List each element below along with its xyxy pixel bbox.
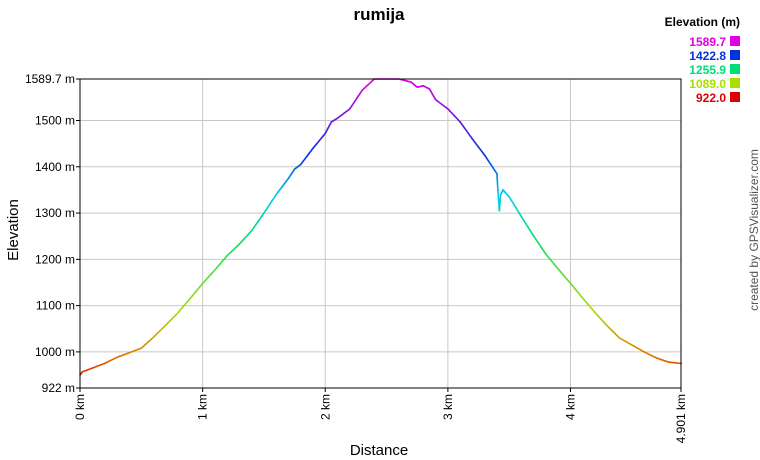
plot-frame <box>79 78 682 389</box>
legend-swatch <box>730 50 740 60</box>
y-tick-label: 1000 m <box>35 345 75 359</box>
legend: Elevation (m) 1589.71422.81255.91089.092… <box>665 15 740 105</box>
x-tick-label: 3 km <box>441 394 455 420</box>
x-tick-label: 2 km <box>318 394 332 420</box>
x-tick-label: 4.901 km <box>674 394 688 443</box>
y-tick-label: 1300 m <box>35 206 75 220</box>
legend-entry-label: 1089.0 <box>689 77 726 91</box>
y-tick-label: 1400 m <box>35 160 75 174</box>
y-tick-label: 1500 m <box>35 114 75 128</box>
y-tick-label: 1200 m <box>35 252 75 266</box>
y-tick-label: 1589.7 m <box>25 72 75 86</box>
axes <box>76 78 682 392</box>
legend-swatch <box>730 92 740 102</box>
legend-swatch <box>730 78 740 88</box>
chart-title: rumija <box>353 5 405 24</box>
tick-labels: 922 m 1000 m 1100 m 1200 m 1300 m 1400 m 1500 … <box>25 72 688 443</box>
legend-swatch <box>730 36 740 46</box>
legend-entry-label: 1255.9 <box>689 63 726 77</box>
y-tick-label: 922 m <box>42 381 75 395</box>
grid <box>79 78 682 389</box>
y-axis-title: Elevation <box>5 199 22 261</box>
credit-text: created by GPSVisualizer.com <box>747 149 760 311</box>
y-tick-label: 1100 m <box>36 299 75 313</box>
legend-entry-label: 922.0 <box>696 91 726 105</box>
legend-title: Elevation (m) <box>665 15 740 29</box>
x-tick-label: 1 km <box>196 394 210 420</box>
elevation-profile-line <box>79 78 682 376</box>
legend-swatch <box>730 64 740 74</box>
x-axis-title: Distance <box>350 442 408 459</box>
legend-entry-label: 1589.7 <box>689 35 726 49</box>
legend-entry-label: 1422.8 <box>689 49 726 63</box>
x-tick-label: 4 km <box>564 394 578 420</box>
x-tick-label: 0 km <box>73 394 87 420</box>
